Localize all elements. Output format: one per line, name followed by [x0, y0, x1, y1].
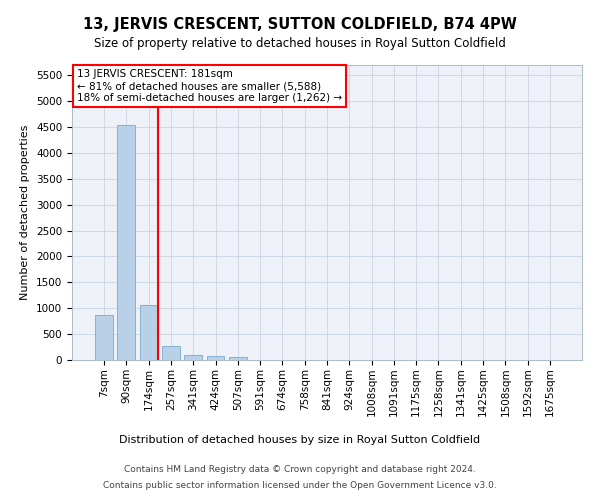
Bar [184, 356, 202, 360]
Bar [95, 315, 113, 360]
Text: Contains public sector information licensed under the Open Government Licence v3: Contains public sector information licen… [103, 480, 497, 490]
Bar [140, 305, 158, 360]
Y-axis label: Number of detached properties: Number of detached properties [20, 125, 31, 300]
Bar [162, 346, 180, 360]
Bar [229, 358, 247, 360]
Bar [206, 356, 224, 360]
Text: Distribution of detached houses by size in Royal Sutton Coldfield: Distribution of detached houses by size … [119, 435, 481, 445]
Bar [118, 124, 136, 360]
Text: 13, JERVIS CRESCENT, SUTTON COLDFIELD, B74 4PW: 13, JERVIS CRESCENT, SUTTON COLDFIELD, B… [83, 18, 517, 32]
Text: Contains HM Land Registry data © Crown copyright and database right 2024.: Contains HM Land Registry data © Crown c… [124, 466, 476, 474]
Text: Size of property relative to detached houses in Royal Sutton Coldfield: Size of property relative to detached ho… [94, 38, 506, 51]
Text: 13 JERVIS CRESCENT: 181sqm
← 81% of detached houses are smaller (5,588)
18% of s: 13 JERVIS CRESCENT: 181sqm ← 81% of deta… [77, 70, 342, 102]
